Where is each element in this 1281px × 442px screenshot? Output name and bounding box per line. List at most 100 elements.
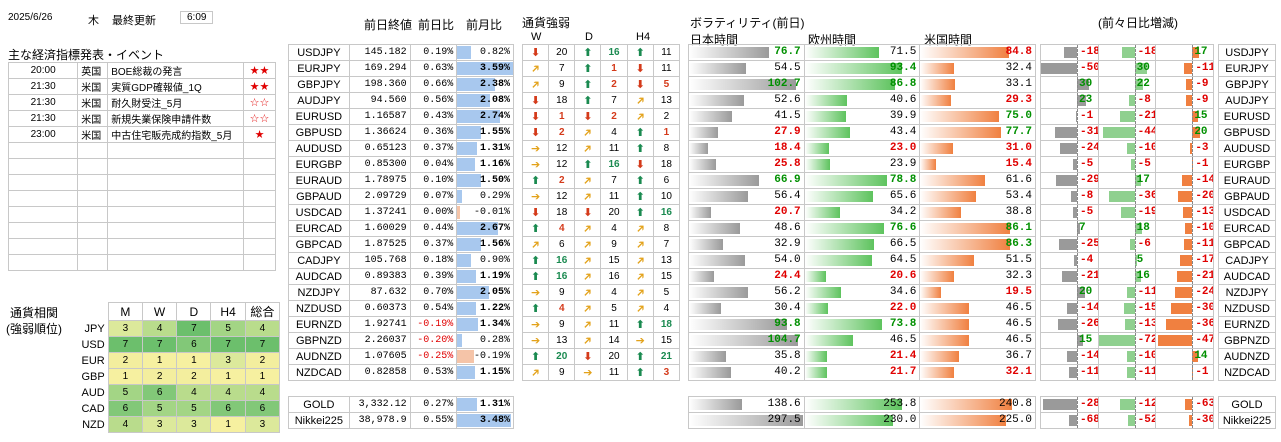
event-name: 実質GDP確報値_1Q (107, 78, 245, 95)
pair-row[interactable]: EURJPY 169.294 0.63% 3.59% (288, 60, 514, 77)
pair-row[interactable]: USDCAD 1.37241 0.00% -0.01% (288, 204, 514, 221)
corr-currency: AUD (81, 386, 105, 399)
pair-row[interactable]: AUDUSD 0.65123 0.37% 1.31% (288, 140, 514, 157)
pair-row-right[interactable]: NZDJPY (1218, 284, 1276, 301)
vol-change-bar (1119, 399, 1135, 410)
pair-row-right[interactable]: EURCAD (1218, 220, 1276, 237)
vol-value: 21.7 (889, 366, 917, 378)
vol-cell: 22.0 (803, 300, 921, 317)
corr-rank: 7 (210, 336, 246, 353)
pair-row-right[interactable]: Nikkei225 (1218, 412, 1276, 429)
day-change: -0.19% (409, 316, 458, 333)
pair-row-right[interactable]: AUDCAD (1218, 268, 1276, 285)
strength-row: ➔ 9 ➔ 11 ⬆ 3 (521, 364, 681, 381)
vol-change-row: -284 -123 -63 (1040, 396, 1214, 413)
pair-row[interactable]: NZDUSD 0.60373 0.54% 1.22% (288, 300, 514, 317)
vol-value: 52.6 (774, 94, 801, 106)
strength-rank: 13 (548, 332, 576, 349)
pair-row[interactable]: CADJPY 105.768 0.18% 0.90% (288, 252, 514, 269)
pair-row-right[interactable]: USDCAD (1218, 204, 1276, 221)
strength-row: ⬇ 2 ➔ 4 ⬆ 1 (521, 124, 681, 141)
vol-change-axis (1192, 365, 1194, 380)
pair-row[interactable]: EURUSD 1.16587 0.43% 2.74% (288, 108, 514, 125)
pair-symbol: AUDCAD (288, 268, 350, 285)
vol-cell: 23.0 (803, 140, 921, 157)
pair-row[interactable]: EURNZD 1.92741 -0.19% 1.34% (288, 316, 514, 333)
pair-row-right[interactable]: EURGBP (1218, 156, 1276, 173)
pair-row-right[interactable]: GBPUSD (1218, 124, 1276, 141)
pair-row[interactable]: GBPCAD 1.87525 0.37% 1.56% (288, 236, 514, 253)
pair-row[interactable]: AUDCAD 0.89383 0.39% 1.19% (288, 268, 514, 285)
vol-change-row: 30 22 -9 (1040, 76, 1214, 93)
pair-row[interactable]: GOLD 3,332.12 0.27% 1.31% (288, 396, 514, 413)
vol-change-value: -8 (1137, 94, 1151, 106)
pair-row-right[interactable]: GBPJPY (1218, 76, 1276, 93)
pair-row-right[interactable]: GBPNZD (1218, 332, 1276, 349)
event-row (7, 206, 276, 223)
pair-row-right[interactable]: GBPCAD (1218, 236, 1276, 253)
prev-close: 38,978.9 (348, 412, 411, 429)
pair-row-right[interactable]: EURNZD (1218, 316, 1276, 333)
pair-row[interactable]: EURGBP 0.85300 0.04% 1.16% (288, 156, 514, 173)
vol-change-row: -18 -18 17 (1040, 44, 1214, 61)
pair-row[interactable]: USDJPY 145.182 0.19% 0.82% (288, 44, 514, 61)
pair-row[interactable]: NZDCAD 0.82858 0.53% 1.15% (288, 364, 514, 381)
vol-value: 75.0 (1005, 110, 1032, 122)
pair-row[interactable]: EURCAD 1.60029 0.44% 2.67% (288, 220, 514, 237)
strength-arrow: ➔ (574, 364, 602, 381)
month-change-value: 1.34% (479, 319, 510, 330)
pair-row-right[interactable]: USDJPY (1218, 44, 1276, 61)
pair-row[interactable]: AUDNZD 1.07605 -0.25% -0.19% (288, 348, 514, 365)
strength-rank: 9 (600, 236, 628, 253)
pair-row-right[interactable]: EURAUD (1218, 172, 1276, 189)
strength-rank: 20 (548, 44, 576, 61)
pair-row-right[interactable]: EURJPY (1218, 60, 1276, 77)
vol-change-axis (1077, 397, 1078, 412)
pair-row-right[interactable]: NZDUSD (1218, 300, 1276, 317)
vol-change-bar (1134, 63, 1147, 74)
pair-row[interactable]: NZDJPY 87.632 0.70% 2.05% (288, 284, 514, 301)
vol-bar (805, 415, 893, 426)
volatility-row: 104.7 46.5 46.5 (688, 332, 1036, 349)
pair-row[interactable]: GBPJPY 198.360 0.66% 2.38% (288, 76, 514, 93)
up-arrow-icon: ⬆ (530, 223, 541, 235)
pair-row[interactable]: AUDJPY 94.560 0.56% 2.08% (288, 92, 514, 109)
vol-change-value: -14 (1080, 350, 1099, 362)
pair-row[interactable]: GBPNZD 2.26037 -0.20% 0.28% (288, 332, 514, 349)
vol-bar (920, 47, 1009, 58)
event-row (7, 190, 276, 207)
events-title: 主な経済指標発表・イベント (8, 48, 165, 62)
pair-row[interactable]: EURAUD 1.78975 0.10% 1.50% (288, 172, 514, 189)
pair-row-right[interactable]: AUDNZD (1218, 348, 1276, 365)
vol-bar (689, 143, 709, 154)
event-time (7, 238, 79, 255)
pair-symbol: EURGBP (288, 156, 350, 173)
strength-arrow: ➔ (521, 188, 550, 205)
strength-rank: 4 (548, 220, 576, 237)
vol-bar (805, 63, 902, 74)
volatility-row: 93.8 73.8 46.5 (688, 316, 1036, 333)
pair-row-right[interactable]: GOLD (1218, 396, 1276, 413)
vol-change-cell: -11 (1155, 236, 1214, 253)
event-name (107, 190, 245, 207)
pair-row-right[interactable]: CADJPY (1218, 252, 1276, 269)
vol-change-axis (1077, 413, 1078, 428)
prev-close: 1.92741 (348, 316, 411, 333)
vol-change-bar (1064, 47, 1077, 58)
strength-rank: 1 (600, 60, 628, 77)
pair-row[interactable]: GBPUSD 1.36624 0.36% 1.55% (288, 124, 514, 141)
volatility-row: 56.4 65.6 53.4 (688, 188, 1036, 205)
pair-row-right[interactable]: NZDCAD (1218, 364, 1276, 381)
vol-change-bar (1185, 79, 1193, 90)
event-name (107, 254, 245, 271)
vol-change-value: -21 (1137, 110, 1156, 122)
pair-row-right[interactable]: AUDJPY (1218, 92, 1276, 109)
pair-row-right[interactable]: GBPAUD (1218, 188, 1276, 205)
vol-cell: 93.4 (803, 60, 921, 77)
pair-row-right[interactable]: AUDUSD (1218, 140, 1276, 157)
pair-row[interactable]: Nikkei225 38,978.9 0.55% 3.48% (288, 412, 514, 429)
pair-row[interactable]: GBPAUD 2.09729 0.07% 0.29% (288, 188, 514, 205)
month-change: 1.31% (456, 396, 514, 413)
vol-cell: 36.7 (919, 348, 1036, 365)
pair-row-right[interactable]: EURUSD (1218, 108, 1276, 125)
